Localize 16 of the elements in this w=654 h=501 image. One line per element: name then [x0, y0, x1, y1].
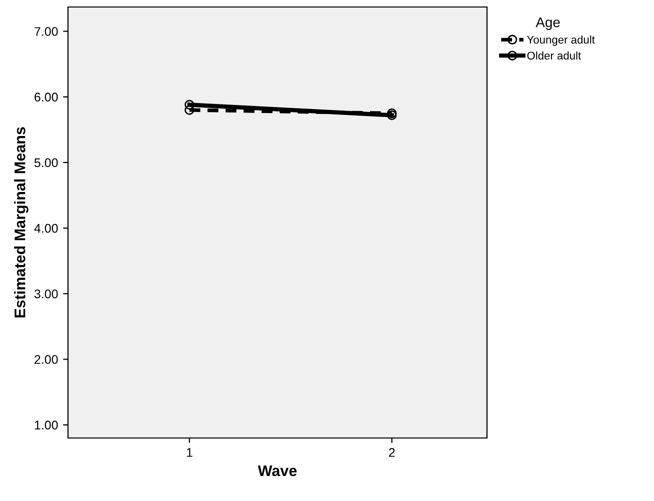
legend-title: Age: [536, 18, 560, 30]
point: [184, 105, 194, 115]
legend-label: Older adult: [527, 51, 582, 60]
x-tick-label: 2: [389, 448, 395, 457]
y-tick-label: 5.00: [34, 158, 58, 168]
y-tick-label: 6.00: [34, 92, 58, 102]
y-tick-label: 3.00: [34, 289, 58, 298]
point: [184, 100, 194, 110]
y-tick-label: 1.00: [34, 420, 58, 430]
y-tick-label: 2.00: [34, 355, 58, 364]
x-tick-label: 1: [186, 448, 192, 457]
y-axis-title: Estimated Marginal Means: [14, 127, 28, 318]
y-tick-label: 7.00: [34, 27, 58, 36]
x-axis-title: Wave: [258, 465, 297, 476]
legend-label: Younger adult: [526, 36, 595, 46]
y-tick-label: 4.00: [34, 224, 58, 233]
